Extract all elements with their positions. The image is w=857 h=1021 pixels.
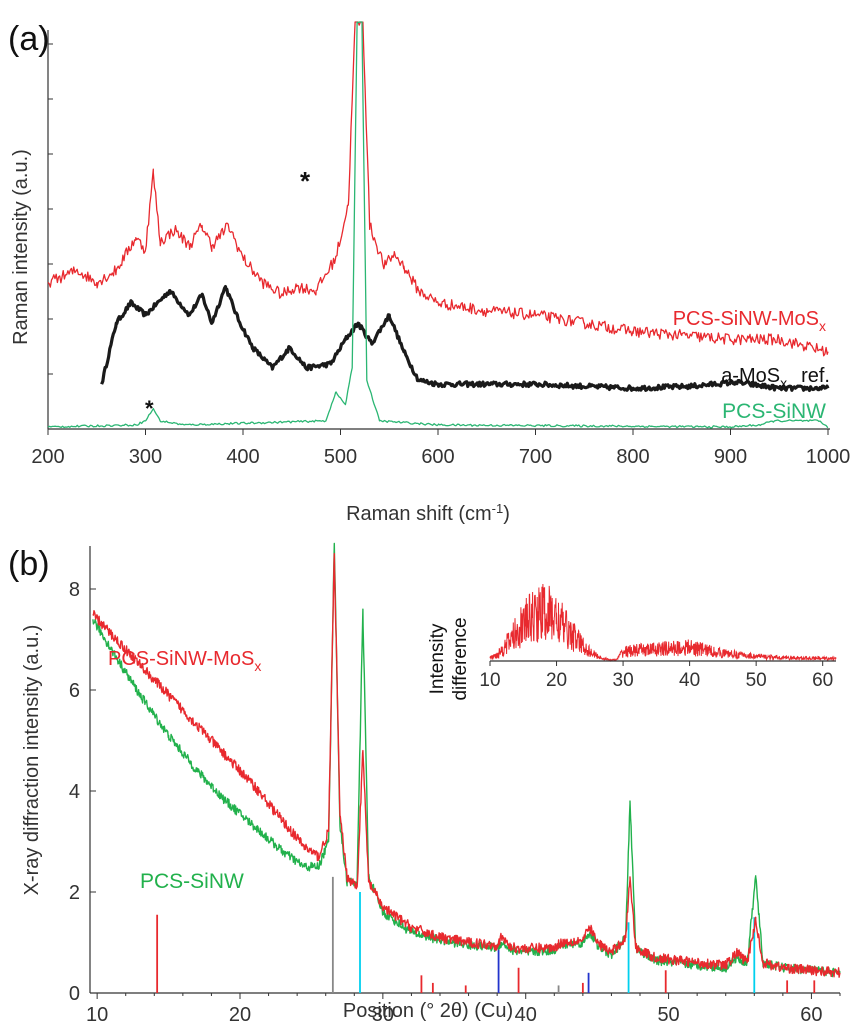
inset-ylabel-line1: Intensity (427, 623, 448, 694)
series-a-mosx-ref (100, 285, 830, 392)
legend-a-red: PCS-SiNW-MoSx (673, 308, 826, 334)
inset-xtick-label: 20 (546, 670, 567, 691)
panel-a-xtick-label: 200 (31, 446, 64, 468)
asterisk-green-peak: * (145, 396, 154, 421)
panel-b-xlabel: Position (° 2θ) (Cu) (343, 1000, 513, 1021)
panel-a-xtick-label: 900 (714, 446, 747, 468)
legend-a-black: a-MoSx ref. (721, 365, 830, 391)
panel-a-xtick-label: 300 (129, 446, 162, 468)
inset-chart: Intensity difference 10 20 30 40 50 60 (427, 583, 837, 701)
inset-xtick-label: 40 (679, 670, 700, 691)
inset-xtick-label: 50 (746, 670, 767, 691)
series-a-pcs-sinw (47, 21, 829, 429)
panel-a-label: (a) (8, 20, 50, 58)
panel-b-xtick-label: 10 (86, 1004, 108, 1021)
panel-a-xtick-label: 400 (226, 446, 259, 468)
panel-b-ylabel: X-ray diffraction intensity (a.u.) (21, 625, 43, 896)
panel-a-xtick-label: 600 (421, 446, 454, 468)
series-a-pcs-sinw-mosx (47, 21, 829, 357)
panel-b-ytick-label: 6 (69, 680, 80, 702)
panel-a-xtick-label: 500 (324, 446, 357, 468)
panel-b-ytick-label: 8 (69, 579, 80, 601)
inset-ylabel-line2: difference (450, 617, 471, 700)
panel-b-xtick-label: 50 (657, 1004, 679, 1021)
panel-a-y-ticks (48, 43, 53, 430)
legend-a-green: PCS-SiNW (722, 400, 826, 423)
panel-b-xtick-label: 30 (372, 1004, 394, 1021)
panel-b-xtick-label: 40 (515, 1004, 537, 1021)
series-b-pcs-sinw-mosx (92, 553, 841, 978)
inset-xtick-label: 10 (479, 670, 500, 691)
panel-a-xtick-label: 1000 (806, 446, 851, 468)
panel-b-series (92, 542, 841, 978)
panel-a: (a) Raman intensity (a.u.) 200 300 400 500 6… (8, 20, 850, 525)
legend-b-green: PCS-SiNW (140, 870, 244, 893)
legend-b-red: PCS-SiNW-MoSx (108, 648, 261, 674)
panel-a-xtick-label: 700 (519, 446, 552, 468)
panel-b-ytick-label: 0 (69, 983, 80, 1005)
panel-a-ylabel: Raman intensity (a.u.) (10, 149, 32, 345)
inset-difference-line (489, 583, 837, 663)
inset-series (489, 583, 837, 663)
panel-b-reference-lines (156, 876, 816, 993)
panel-b-y-ticks: 0 2 4 6 8 (69, 579, 96, 1005)
panel-b-ytick-label: 2 (69, 882, 80, 904)
inset-xtick-label: 60 (812, 670, 833, 691)
panel-a-xtick-label: 800 (616, 446, 649, 468)
inset-xtick-label: 30 (613, 670, 634, 691)
panel-b-ytick-label: 4 (69, 781, 80, 803)
panel-b-xtick-label: 60 (800, 1004, 822, 1021)
panel-a-xlabel: Raman shift (cm-1) (346, 501, 510, 525)
panel-a-series (47, 21, 830, 429)
panel-b-x-ticks: 10 20 30 40 50 60 (86, 993, 841, 1021)
asterisk-red-peak: * (300, 166, 311, 196)
panel-b: (b) X-ray diffraction intensity (a.u.) 0… (8, 542, 841, 1021)
series-b-pcs-sinw (92, 542, 841, 978)
panel-b-label: (b) (8, 545, 50, 583)
panel-a-x-ticks: 200 300 400 500 600 700 800 900 1000 (31, 429, 850, 468)
panel-b-xtick-label: 20 (229, 1004, 251, 1021)
inset-x-ticks: 10 20 30 40 50 60 (479, 661, 833, 691)
